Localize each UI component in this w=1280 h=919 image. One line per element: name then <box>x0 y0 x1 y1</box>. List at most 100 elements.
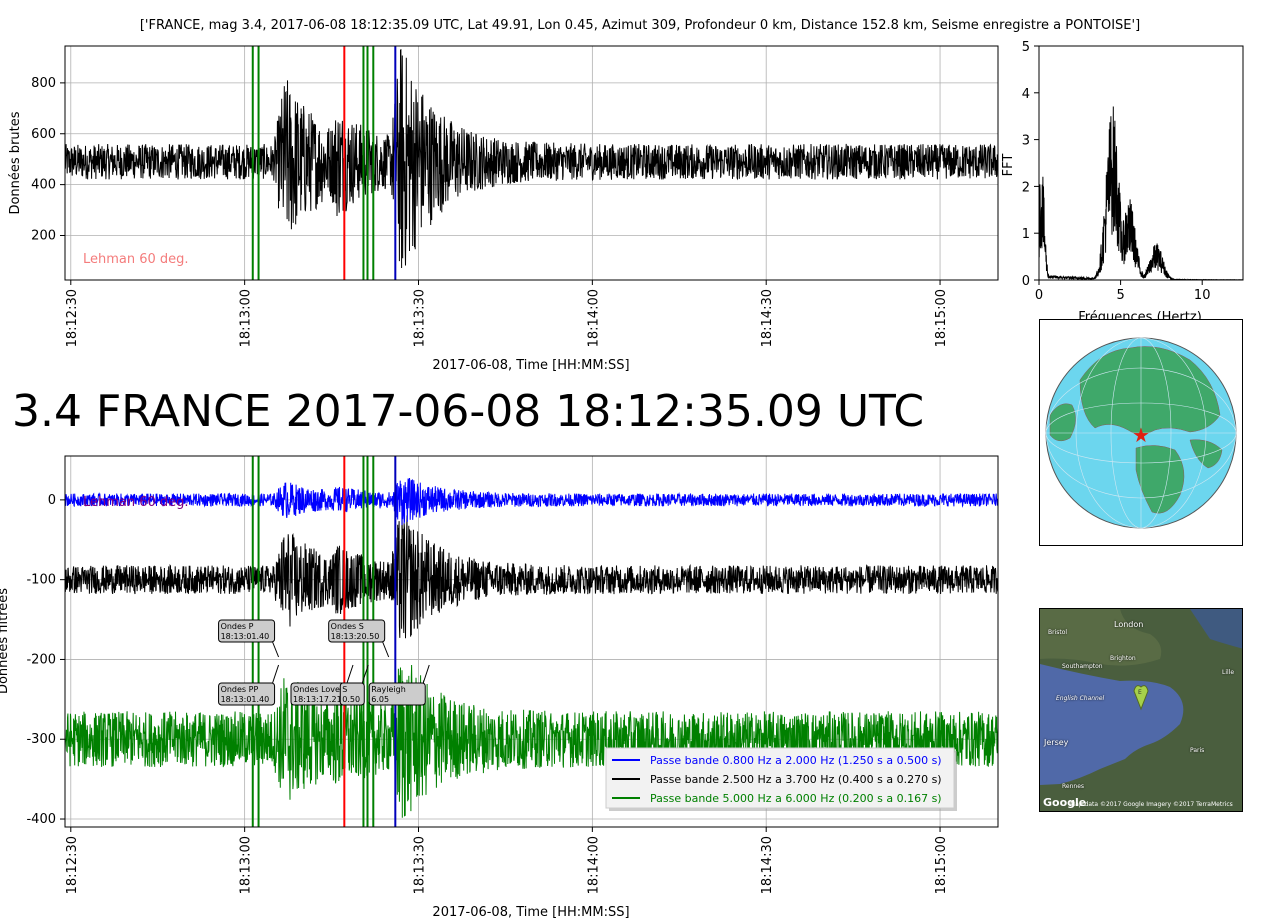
phase-box-label: Rayleigh <box>371 685 406 694</box>
legend-entry: Passe bande 2.500 Hz a 3.700 Hz (0.400 s… <box>650 773 942 786</box>
map-label-paris: Paris <box>1190 747 1205 754</box>
fft-axes-frame <box>1038 45 1244 281</box>
y-tick-label: 200 <box>31 228 56 243</box>
region-map: London Bristol Southampton Brighton Engl… <box>1039 608 1243 812</box>
phase-arrow <box>272 641 280 658</box>
epicenter-star-icon: ★ <box>1132 423 1150 447</box>
fft-y-tick-label: 2 <box>1022 180 1030 195</box>
x-tick-label: 18:13:00 <box>239 289 254 347</box>
marker-letter: E <box>1138 689 1142 696</box>
legend-entry: Passe bande 5.000 Hz a 6.000 Hz (0.200 s… <box>650 792 942 805</box>
x-tick-label: 18:15:00 <box>934 289 949 347</box>
filtered-seismogram-chart: 18:12:30 18:13:00 18:13:30 18:14:00 18:14:30… <box>0 455 999 919</box>
raw-seismogram-chart: 18:12:30 18:13:00 18:13:30 18:14:00 18:14:30… <box>8 45 999 373</box>
fft-x-tick-label: 5 <box>1116 288 1124 303</box>
sea-shape <box>1040 664 1184 785</box>
y-tick-label: 600 <box>31 127 56 142</box>
raw-series-line <box>65 48 998 269</box>
raw-axes-frame <box>64 45 999 281</box>
y-tick-label: 0 <box>48 493 56 508</box>
x-tick-label: 18:14:30 <box>760 836 775 894</box>
map-label-lille: Lille <box>1222 669 1235 676</box>
phase-box-time: 18:13:01.40 <box>221 632 270 641</box>
phase-box-bg <box>218 682 276 706</box>
fft-trace-area <box>1039 106 1243 280</box>
filtered-x-label: 2017-06-08, Time [HH:MM:SS] <box>432 905 629 919</box>
map-label-southampton: Southampton <box>1062 663 1103 670</box>
filtered-series-line <box>65 511 998 639</box>
phase-box-time: 6.05 <box>371 695 389 704</box>
phase-box-time: 0.50 <box>342 695 360 704</box>
event-title: 3.4 FRANCE 2017-06-08 18:12:35.09 UTC <box>12 386 924 437</box>
map-label-brighton: Brighton <box>1110 655 1136 662</box>
marker-pin-icon <box>1133 685 1149 711</box>
phase-arrow <box>272 664 280 684</box>
phase-box-label: Ondes Love <box>293 685 340 694</box>
phase-arrow <box>361 664 369 684</box>
phase-box: S0.50 <box>339 664 369 706</box>
y-tick-label: -100 <box>26 573 56 588</box>
graticule-lines <box>1045 337 1237 529</box>
x-tick-label: 18:14:00 <box>586 836 601 894</box>
x-tick-label: 18:15:00 <box>934 836 949 894</box>
fft-series-line <box>1039 106 1243 280</box>
phase-box-bg <box>218 619 276 643</box>
phase-box-bg <box>339 682 365 706</box>
y-tick-label: 800 <box>31 76 56 91</box>
filtered-legend: Passe bande 0.800 Hz a 2.000 Hz (1.250 s… <box>605 747 957 811</box>
fft-x-tick-label: 0 <box>1035 288 1043 303</box>
fft-y-tick-label: 0 <box>1022 274 1030 289</box>
map-label-english-channel: English Channel <box>1056 695 1105 702</box>
globe-map: ★ <box>1039 319 1243 546</box>
legend-box <box>605 747 955 809</box>
map-attribution: Map data ©2017 Google Imagery ©2017 Terr… <box>1070 801 1233 808</box>
fft-y-tick-label: 1 <box>1022 227 1030 242</box>
google-logo: Google <box>1043 796 1087 809</box>
continent-shapes <box>1049 346 1223 514</box>
phase-arrow <box>422 664 430 684</box>
phase-box-bg <box>368 682 426 706</box>
raw-x-label: 2017-06-08, Time [HH:MM:SS] <box>432 358 629 373</box>
fft-ticks: 0 5 10 0 1 2 3 4 5 <box>1022 40 1211 303</box>
raw-ticks: 18:12:30 18:13:00 18:13:30 18:14:00 18:14:30… <box>31 76 949 348</box>
fft-y-tick-label: 4 <box>1022 87 1030 102</box>
filtered-axes-frame <box>64 455 999 828</box>
phase-box-bg <box>328 619 386 643</box>
x-tick-label: 18:13:30 <box>412 836 427 894</box>
filtered-series-line <box>65 664 998 818</box>
raw-y-label: Données brutes <box>8 111 23 214</box>
north-sea-shape <box>1190 609 1242 649</box>
x-tick-label: 18:13:30 <box>412 289 427 347</box>
x-tick-label: 18:12:30 <box>65 289 80 347</box>
filtered-series-line <box>65 477 998 526</box>
phase-box-label: Ondes PP <box>221 685 259 694</box>
phase-box-time: 18:13:20.50 <box>331 632 380 641</box>
phase-box-label: Ondes S <box>331 622 364 631</box>
y-tick-label: -300 <box>26 732 56 747</box>
map-label-rennes: Rennes <box>1062 783 1085 790</box>
raw-annotation: Lehman 60 deg. <box>83 252 189 267</box>
map-label-jersey: Jersey <box>1044 738 1069 747</box>
fft-y-tick-label: 3 <box>1022 134 1030 149</box>
phase-arrow <box>382 641 390 658</box>
y-tick-label: 400 <box>31 178 56 193</box>
figure-header: ['FRANCE, mag 3.4, 2017-06-08 18:12:35.0… <box>140 18 1140 33</box>
x-tick-label: 18:13:00 <box>239 836 254 894</box>
legend-entry: Passe bande 0.800 Hz a 2.000 Hz (1.250 s… <box>650 754 942 767</box>
filtered-annotation: Lehman 60 deg. <box>83 495 189 510</box>
fft-y-label: FFT <box>1001 154 1016 177</box>
filtered-ticks: 18:12:30 18:13:00 18:13:30 18:14:00 18:14:30… <box>26 493 949 895</box>
phase-box: Ondes P18:13:01.40 <box>218 619 280 658</box>
x-tick-label: 18:12:30 <box>65 836 80 894</box>
phase-box-label: S <box>342 685 347 694</box>
filtered-y-label: Données filtrées <box>0 588 11 694</box>
phase-box-time: 18:13:17.21 <box>293 695 342 704</box>
raw-trace-area <box>65 46 998 280</box>
phase-box: Ondes S18:13:20.50 <box>328 619 390 658</box>
x-tick-label: 18:14:30 <box>760 289 775 347</box>
phase-box-time: 18:13:01.40 <box>221 695 270 704</box>
